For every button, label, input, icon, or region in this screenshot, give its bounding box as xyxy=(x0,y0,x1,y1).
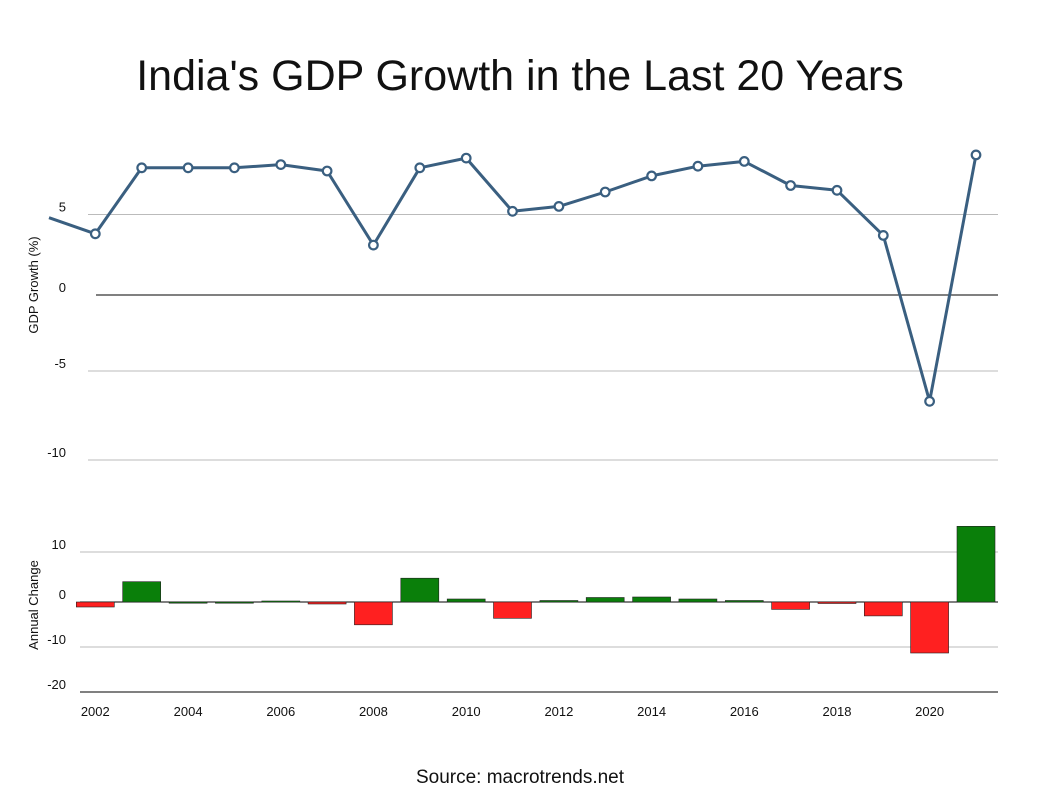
gdp-growth-point-2003 xyxy=(136,162,148,174)
annual-change-bar-2004 xyxy=(168,601,208,604)
gdp-growth-points xyxy=(89,149,982,407)
annual-change-bar-2008 xyxy=(354,601,393,626)
gdp-growth-point-2016 xyxy=(738,155,750,167)
chart-title: India's GDP Growth in the Last 20 Years xyxy=(136,52,904,100)
annual-change-y-ticks: 10 0 -10 -20 xyxy=(47,537,66,692)
gdp-growth-point-2021 xyxy=(970,149,982,161)
gdp-growth-y-tick-label: 5 xyxy=(59,200,66,215)
gdp-growth-point-2005 xyxy=(228,162,240,174)
annual-change-bar-2011 xyxy=(493,601,532,619)
annual-change-grid xyxy=(80,551,998,693)
annual-change-y-tick-label: -20 xyxy=(47,677,66,692)
annual-change-bar-2006 xyxy=(261,600,301,603)
annual-change-bar-2021 xyxy=(956,525,996,603)
gdp-growth-point-2012 xyxy=(553,200,565,212)
annual-change-bar-2013 xyxy=(585,597,625,603)
annual-change-bar-2016 xyxy=(724,600,764,603)
gdp-growth-y-tick-label: -10 xyxy=(47,445,66,460)
gdp-growth-point-2007 xyxy=(321,165,333,177)
annual-change-y-tick-label: 0 xyxy=(59,587,66,602)
gdp-growth-y-tick-label: -5 xyxy=(54,356,66,371)
annual-change-bars xyxy=(76,525,996,654)
gdp-growth-point-2002 xyxy=(89,228,101,240)
gdp-growth-point-2019 xyxy=(877,229,889,241)
annual-change-axis-label: Annual Change xyxy=(26,560,41,650)
x-tick-label-2012: 2012 xyxy=(544,704,573,719)
source-note: Source: macrotrends.net xyxy=(416,767,625,788)
annual-change-bar-2003 xyxy=(122,581,161,603)
annual-change-bar-2020 xyxy=(910,601,949,654)
gdp-growth-axis-label: GDP Growth (%) xyxy=(26,236,41,333)
gdp-growth-point-2009 xyxy=(414,162,426,174)
x-tick-label-2002: 2002 xyxy=(81,704,110,719)
x-tick-label-2006: 2006 xyxy=(266,704,295,719)
gdp-growth-point-2017 xyxy=(785,180,796,191)
x-tick-label-2020: 2020 xyxy=(915,704,944,719)
gdp-growth-point-2015 xyxy=(692,160,704,172)
annual-change-bar-2019 xyxy=(863,601,903,617)
annual-change-bar-2017 xyxy=(771,601,810,610)
gdp-growth-point-2018 xyxy=(831,184,843,196)
annual-change-bar-2005 xyxy=(215,601,254,604)
x-tick-label-2010: 2010 xyxy=(452,704,481,719)
x-tick-label-2008: 2008 xyxy=(359,704,388,719)
x-tick-label-2004: 2004 xyxy=(174,704,203,719)
gdp-growth-point-2014 xyxy=(646,170,657,182)
x-tick-label-2018: 2018 xyxy=(823,704,852,719)
annual-change-bar-2002 xyxy=(76,601,115,608)
gdp-growth-point-2006 xyxy=(275,159,287,171)
gdp-growth-y-ticks: 5 0 -5 -10 xyxy=(47,200,66,461)
annual-change-bar-2010 xyxy=(446,598,486,603)
annual-change-y-tick-label: 10 xyxy=(52,537,66,552)
gdp-growth-point-2011 xyxy=(507,205,518,217)
x-tick-label-2014: 2014 xyxy=(637,704,666,719)
annual-change-bar-2015 xyxy=(678,598,718,603)
gdp-growth-point-2020 xyxy=(924,395,935,407)
x-axis-ticks: 2002 2004 2006 2008 2010 2012 2014 2016 2018 2020 xyxy=(81,704,944,719)
gdp-growth-point-2004 xyxy=(182,162,194,174)
annual-change-bar-2007 xyxy=(307,601,347,605)
annual-change-bar-2012 xyxy=(539,600,579,603)
gdp-growth-point-2010 xyxy=(460,152,472,164)
annual-change-bar-2009 xyxy=(400,577,440,603)
gdp-growth-grid xyxy=(88,214,998,461)
gdp-growth-point-2013 xyxy=(599,186,611,198)
gdp-growth-point-2008 xyxy=(368,239,379,251)
gdp-growth-y-tick-label: 0 xyxy=(59,280,66,295)
annual-change-y-tick-label: -10 xyxy=(47,632,66,647)
annual-change-bar-2018 xyxy=(817,601,857,604)
annual-change-bar-2014 xyxy=(632,596,671,603)
x-tick-label-2016: 2016 xyxy=(730,704,759,719)
